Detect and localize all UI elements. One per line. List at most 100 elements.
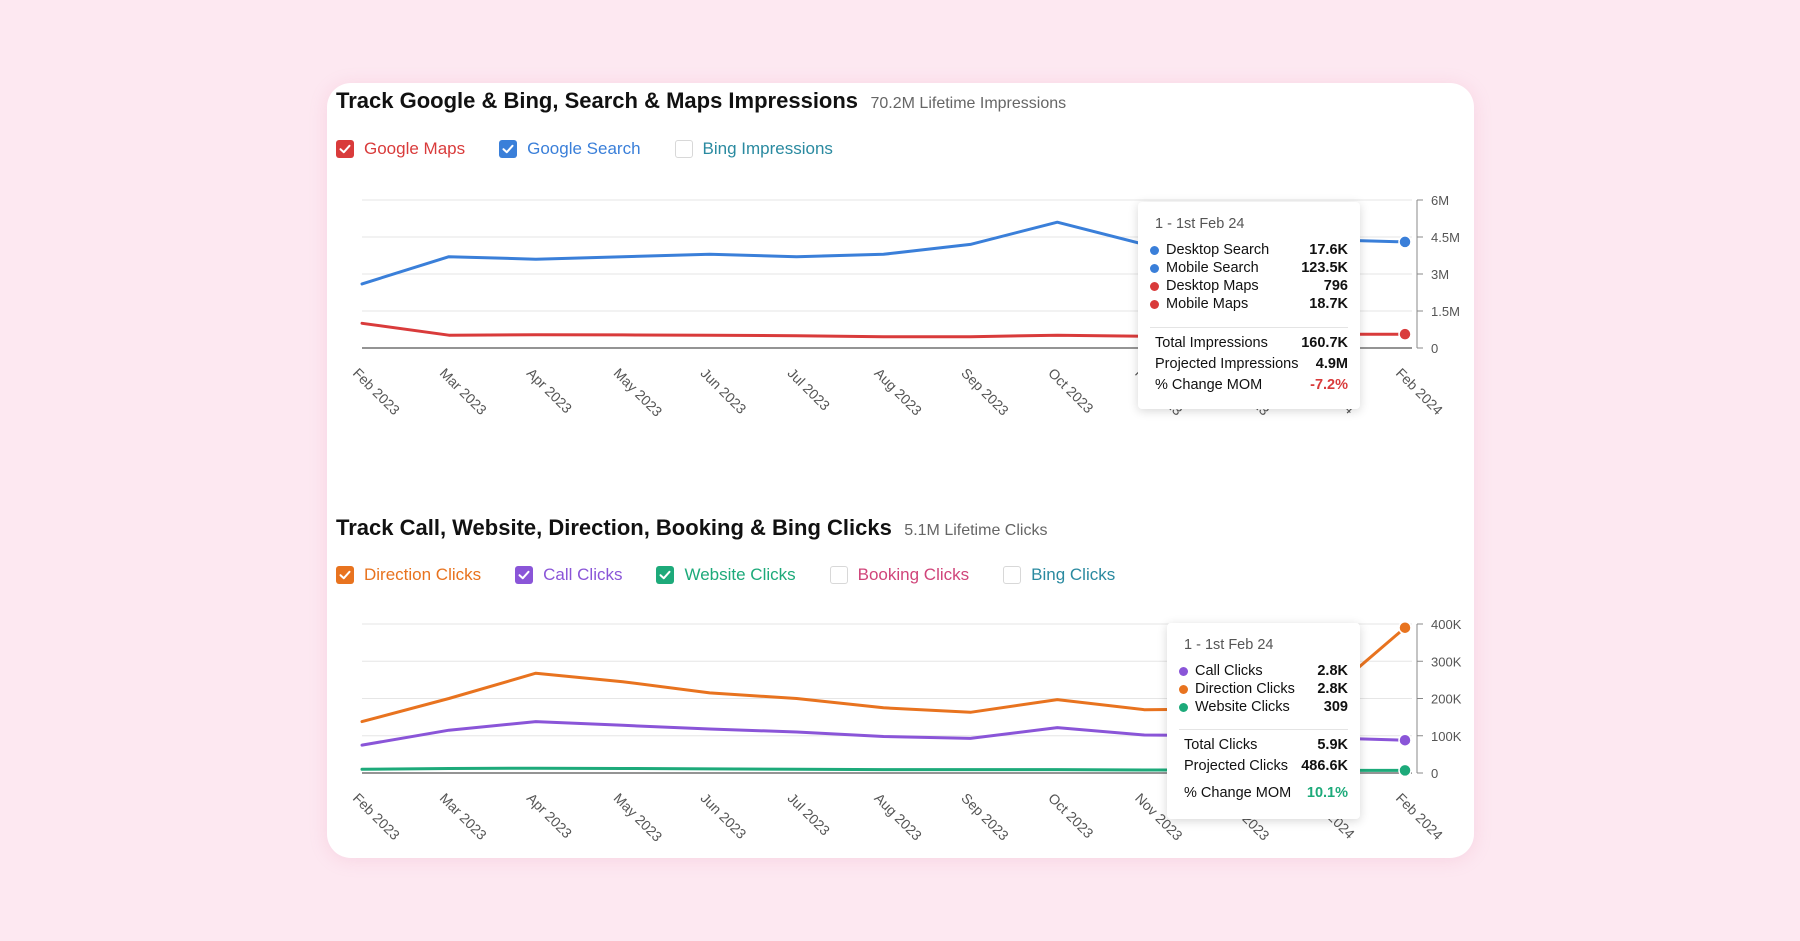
tooltip-row-desktop-maps: Desktop Maps 796 [1138, 278, 1360, 294]
tooltip-row-desktop-search: Desktop Search 17.6K [1138, 242, 1360, 258]
x-tick-label: May 2023 [611, 365, 666, 420]
tooltip-value: 796 [1323, 278, 1348, 294]
tooltip-label: Mobile Search [1166, 260, 1259, 276]
impressions-section: Track Google & Bing, Search & Maps Impre… [327, 83, 1474, 503]
legend-bing-clicks[interactable]: Bing Clicks [1003, 565, 1115, 585]
y-tick-label: 4.5M [1431, 230, 1460, 245]
dashboard-card: Track Google & Bing, Search & Maps Impre… [327, 83, 1474, 858]
clicks-tooltip: 1 - 1st Feb 24 Call Clicks 2.8K Directio… [1167, 623, 1360, 819]
tooltip-projected: Projected Clicks 486.6K [1167, 758, 1360, 774]
y-tick-label: 200K [1431, 692, 1462, 707]
tooltip-row-mobile-maps: Mobile Maps 18.7K [1138, 296, 1360, 312]
checkmark-icon [502, 144, 514, 154]
legend-bing-impressions[interactable]: Bing Impressions [674, 139, 833, 159]
checkbox-call-clicks[interactable] [515, 566, 534, 584]
tooltip-row-call-clicks: Call Clicks 2.8K [1167, 663, 1360, 679]
y-tick-label: 400K [1431, 617, 1462, 632]
tooltip-label: Direction Clicks [1195, 681, 1295, 697]
tooltip-date: 1 - 1st Feb 24 [1155, 216, 1245, 232]
legend-label-google-maps: Google Maps [364, 139, 466, 158]
tooltip-value: 2.8K [1317, 681, 1348, 697]
tooltip-label: Desktop Maps [1166, 278, 1259, 294]
tooltip-projected-label: Projected Clicks [1184, 758, 1288, 774]
checkmark-icon [339, 144, 351, 154]
tooltip-total-value: 5.9K [1317, 737, 1348, 753]
checkmark-icon [659, 570, 671, 580]
tooltip-row-direction-clicks: Direction Clicks 2.8K [1167, 681, 1360, 697]
checkmark-icon [518, 570, 530, 580]
x-tick-label: Apr 2023 [524, 365, 576, 417]
x-tick-label: Feb 2023 [350, 790, 403, 843]
legend-label-bing-impressions: Bing Impressions [702, 139, 833, 158]
tooltip-value: 309 [1323, 699, 1348, 715]
y-tick-label: 3M [1431, 267, 1449, 282]
legend-booking-clicks[interactable]: Booking Clicks [829, 565, 970, 585]
y-tick-label: 300K [1431, 654, 1462, 669]
legend-label-google-search: Google Search [527, 139, 641, 158]
tooltip-divider [1179, 729, 1348, 730]
x-tick-label: Oct 2023 [1045, 790, 1097, 842]
x-tick-label: Jun 2023 [698, 365, 750, 417]
tooltip-label: Desktop Search [1166, 242, 1270, 258]
tooltip-change-value: 10.1% [1306, 785, 1348, 801]
tooltip-projected-label: Projected Impressions [1155, 356, 1299, 372]
legend-google-maps[interactable]: Google Maps [336, 139, 465, 159]
data-point [1398, 763, 1412, 778]
checkbox-google-maps[interactable] [336, 140, 354, 158]
clicks-lifetime-total: 5.1M Lifetime Clicks [904, 522, 1048, 539]
impressions-lifetime-total: 70.2M Lifetime Impressions [870, 95, 1067, 112]
tooltip-change-label: % Change MOM [1155, 377, 1263, 393]
tooltip-projected-value: 4.9M [1315, 356, 1348, 372]
tooltip-total: Total Impressions 160.7K [1138, 335, 1360, 351]
clicks-section: Track Call, Website, Direction, Booking … [327, 503, 1474, 858]
checkbox-bing-clicks[interactable] [1003, 566, 1022, 584]
legend-google-search[interactable]: Google Search [499, 139, 641, 159]
legend-label-bing-clicks: Bing Clicks [1031, 565, 1116, 584]
checkbox-direction-clicks[interactable] [336, 566, 354, 584]
checkbox-booking-clicks[interactable] [829, 566, 848, 584]
x-tick-label: Jun 2023 [698, 790, 750, 842]
clicks-legend: Direction Clicks Call Clicks Website Cli… [336, 565, 1115, 585]
tooltip-label: Mobile Maps [1166, 296, 1249, 312]
legend-direction-clicks[interactable]: Direction Clicks [336, 565, 481, 585]
tooltip-dot [1179, 702, 1188, 712]
checkmark-icon [339, 570, 351, 580]
tooltip-dot [1150, 281, 1159, 291]
x-tick-label: Aug 2023 [871, 790, 925, 844]
x-tick-label: Jul 2023 [784, 790, 833, 839]
tooltip-divider [1150, 327, 1348, 328]
x-tick-label: Sep 2023 [958, 365, 1012, 419]
checkbox-google-search[interactable] [499, 140, 518, 158]
tooltip-dot [1150, 299, 1159, 309]
tooltip-label: Website Clicks [1195, 699, 1290, 715]
legend-website-clicks[interactable]: Website Clicks [656, 565, 796, 585]
clicks-line-chart[interactable]: 0 100K 200K 300K 400K Feb 2023 Mar 2023 Apr 202… [327, 503, 1474, 858]
clicks-title: Track Call, Website, Direction, Booking … [336, 515, 892, 540]
legend-label-booking-clicks: Booking Clicks [857, 565, 970, 584]
legend-call-clicks[interactable]: Call Clicks [515, 565, 622, 585]
x-tick-label: Apr 2023 [524, 790, 576, 842]
impressions-tooltip: 1 - 1st Feb 24 Desktop Search 17.6K Mobi… [1138, 202, 1360, 409]
tooltip-total: Total Clicks 5.9K [1167, 737, 1360, 753]
data-point [1398, 733, 1412, 747]
tooltip-value: 17.6K [1309, 242, 1348, 258]
x-tick-label: Mar 2023 [437, 365, 490, 418]
tooltip-dot [1150, 245, 1159, 255]
impressions-legend: Google Maps Google Search Bing Impressio… [336, 139, 833, 159]
y-tick-label: 100K [1431, 729, 1462, 744]
y-tick-label: 6M [1431, 193, 1449, 208]
tooltip-row-mobile-search: Mobile Search 123.5K [1138, 260, 1360, 276]
x-tick-label: Aug 2023 [871, 365, 925, 419]
checkbox-bing-impressions[interactable] [674, 140, 693, 158]
checkbox-website-clicks[interactable] [656, 566, 675, 584]
y-tick-label: 0 [1431, 766, 1438, 781]
x-tick-label: Feb 2024 [1393, 790, 1446, 843]
data-point [1398, 620, 1412, 635]
tooltip-value: 123.5K [1301, 260, 1348, 276]
tooltip-value: 18.7K [1309, 296, 1348, 312]
x-tick-label: Oct 2023 [1045, 365, 1097, 417]
tooltip-label: Call Clicks [1195, 663, 1263, 679]
tooltip-total-label: Total Impressions [1155, 335, 1268, 351]
x-tick-label: Sep 2023 [958, 790, 1012, 844]
legend-label-website-clicks: Website Clicks [684, 565, 796, 584]
